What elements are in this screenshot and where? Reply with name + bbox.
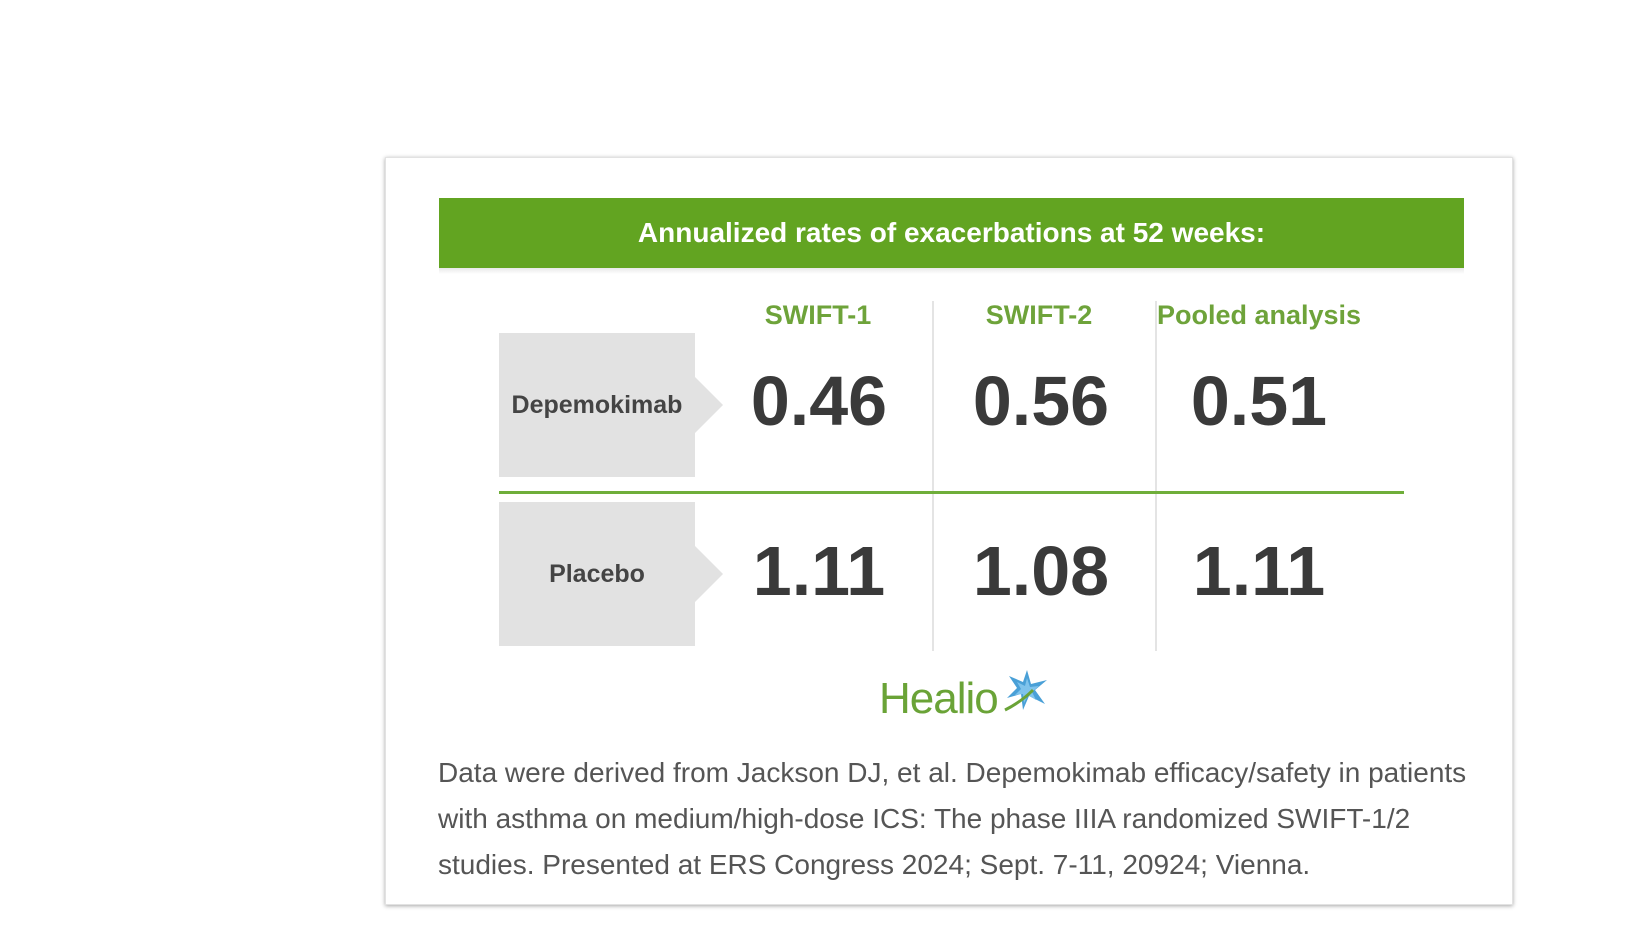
logo-text: Healio	[879, 674, 999, 723]
value-placebo-pooled: 1.11	[1192, 532, 1326, 610]
value-depemokimab-swift-2: 0.56	[972, 362, 1110, 440]
row-divider	[499, 491, 1404, 494]
header-shadow	[439, 268, 1464, 274]
header-title: Annualized rates of exacerbations at 52 …	[637, 217, 1266, 248]
row-label-depemokimab: Depemokimab	[499, 333, 723, 477]
value-depemokimab-pooled: 0.51	[1190, 362, 1328, 440]
row-arrow	[695, 546, 723, 602]
infographic-card: Annualized rates of exacerbations at 52 …	[385, 157, 1513, 905]
row-label-text: Placebo	[549, 559, 645, 588]
value-depemokimab-swift-1: 0.46	[750, 362, 888, 440]
star-burst-icon	[1004, 670, 1047, 712]
column-header-pooled-analysis: Pooled analysis	[1156, 300, 1362, 330]
header-bar: Annualized rates of exacerbations at 52 …	[439, 198, 1464, 268]
rates-panel: Annualized rates of exacerbations at 52 …	[439, 198, 1464, 738]
value-placebo-swift-1: 1.11	[752, 532, 886, 610]
column-header-swift-2: SWIFT-2	[985, 300, 1093, 330]
column-divider	[932, 301, 934, 651]
column-divider	[1155, 301, 1157, 651]
row-label-text: Depemokimab	[511, 390, 683, 419]
healio-logo: Healio	[879, 668, 1059, 728]
citation-text: Data were derived from Jackson DJ, et al…	[438, 757, 1467, 880]
column-header-swift-1: SWIFT-1	[764, 300, 872, 330]
value-placebo-swift-2: 1.08	[972, 532, 1110, 610]
row-arrow	[695, 377, 723, 433]
row-label-placebo: Placebo	[499, 502, 723, 646]
